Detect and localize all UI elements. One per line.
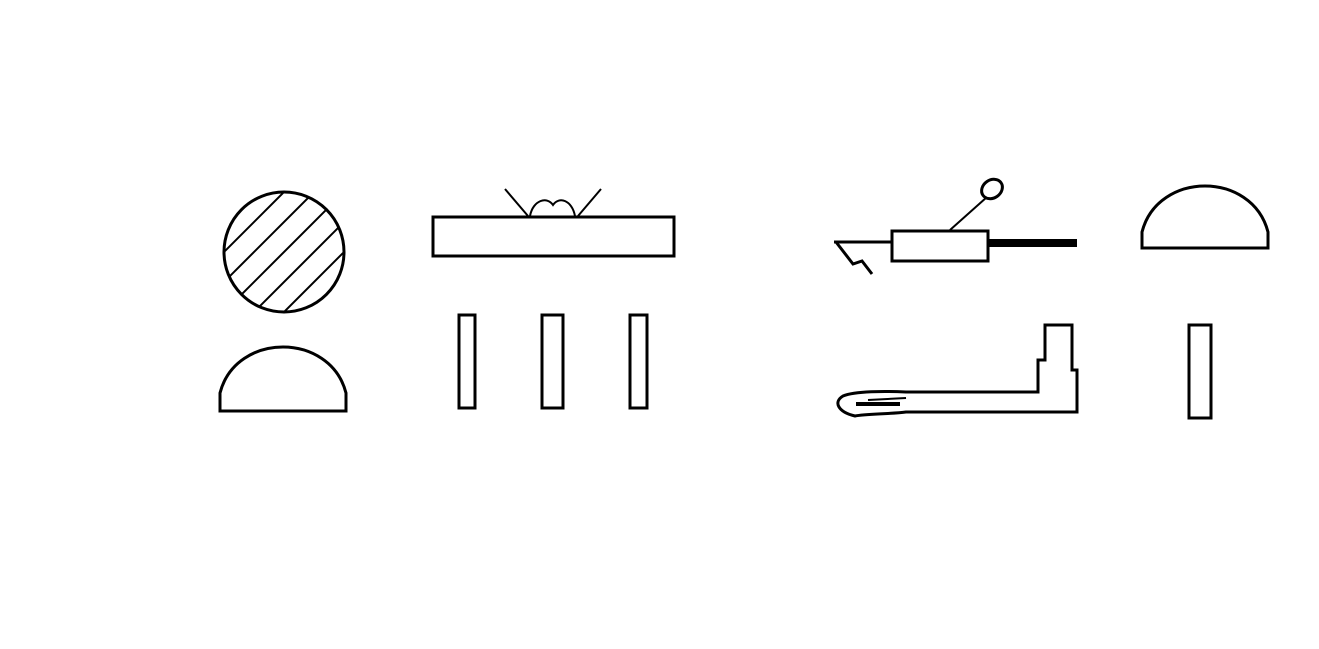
hatched-disc-icon	[222, 190, 346, 314]
stroke-icon	[457, 313, 477, 410]
harpoon-icon	[834, 177, 1077, 275]
stroke-icon	[628, 313, 649, 410]
semicircle-loaf-icon	[218, 345, 348, 413]
hall-plan-icon	[431, 188, 676, 258]
forearm-icon	[836, 323, 1079, 418]
semicircle-loaf-icon	[1140, 184, 1270, 250]
stroke-icon	[1187, 323, 1213, 420]
stroke-icon	[540, 313, 565, 410]
